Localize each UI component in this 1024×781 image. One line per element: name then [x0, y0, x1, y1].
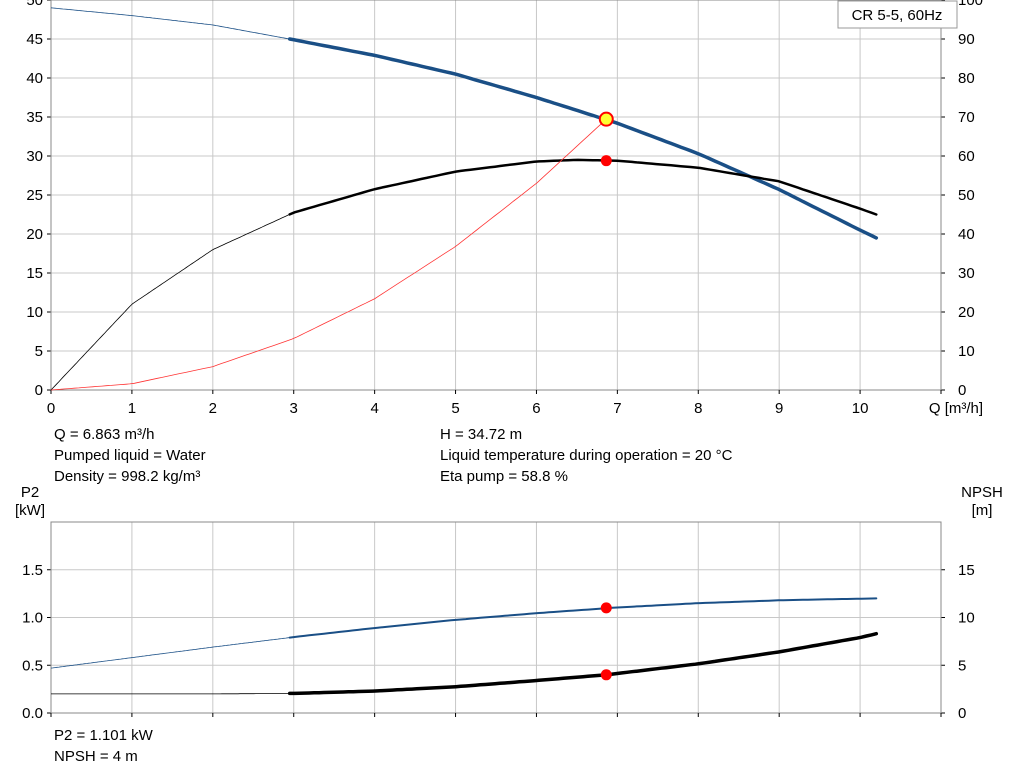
x-axis-label: Q [m³/h]	[929, 400, 983, 417]
y-axis-label: P2	[21, 484, 39, 501]
operating-point-marker	[600, 155, 612, 167]
pump-title-box	[837, 0, 958, 29]
y2-tick-label: 10	[958, 343, 975, 360]
npsh-curve-thin	[51, 693, 290, 695]
operating-point-marker	[600, 602, 612, 614]
y2-tick-label: 0	[958, 382, 966, 399]
y2-tick-label: 50	[958, 187, 975, 204]
y2-tick-label: 100	[958, 0, 983, 9]
x-tick-label: 5	[451, 400, 459, 417]
y-tick-label: 0	[35, 382, 43, 399]
system-curve	[50, 118, 607, 391]
x-tick-label: 9	[775, 400, 783, 417]
efficiency-curve-thin	[50, 214, 290, 391]
x-tick-label: 8	[694, 400, 702, 417]
y2-tick-label: 5	[958, 657, 966, 674]
y-tick-label: 50	[26, 0, 43, 9]
plot-frame	[50, 0, 942, 391]
x-tick-label: 3	[290, 400, 298, 417]
head-curve-thin	[50, 7, 290, 40]
y2-tick-label: 60	[958, 148, 975, 165]
y2-tick-label: 10	[958, 610, 975, 627]
density-readout: Density = 998.2 kg/m³	[54, 468, 201, 485]
y2-tick-label: 80	[958, 70, 975, 87]
y2-tick-label: 0	[958, 705, 966, 722]
y2-axis-unit-label: [m]	[972, 502, 993, 519]
y-tick-label: 1.5	[22, 562, 43, 579]
y-tick-label: 1.0	[22, 610, 43, 627]
power-curve-thin	[50, 637, 290, 669]
y2-tick-label: 30	[958, 265, 975, 282]
y2-tick-label: 70	[958, 109, 975, 126]
x-tick-label: 1	[128, 400, 136, 417]
x-tick-label: 2	[209, 400, 217, 417]
plot-frame	[50, 521, 942, 714]
power-readout: P2 = 1.101 kW	[54, 727, 153, 744]
y-axis-unit-label: [kW]	[15, 502, 45, 519]
pumped-liquid-readout: Pumped liquid = Water	[54, 447, 206, 464]
flow-rate-readout: Q = 6.863 m³/h	[54, 426, 155, 443]
y-tick-label: 35	[26, 109, 43, 126]
y-tick-label: 25	[26, 187, 43, 204]
power-curve	[288, 597, 878, 639]
efficiency-curve	[288, 158, 878, 216]
y-tick-label: 0.0	[22, 705, 43, 722]
y-tick-label: 0.5	[22, 657, 43, 674]
y-tick-label: 5	[35, 343, 43, 360]
liquid-temperature-readout: Liquid temperature during operation = 20…	[440, 447, 733, 464]
npsh-readout: NPSH = 4 m	[54, 748, 138, 765]
y-tick-label: 15	[26, 265, 43, 282]
operating-point-marker	[600, 669, 612, 681]
y-tick-label: 40	[26, 70, 43, 87]
y2-tick-label: 15	[958, 562, 975, 579]
y2-tick-label: 90	[958, 31, 975, 48]
y2-tick-label: 20	[958, 304, 975, 321]
x-tick-label: 6	[532, 400, 540, 417]
duty-point-marker	[598, 111, 614, 127]
x-tick-label: 10	[852, 400, 869, 417]
y2-tick-label: 40	[958, 226, 975, 243]
npsh-curve	[287, 631, 879, 696]
pump-efficiency-readout: Eta pump = 58.8 %	[440, 468, 568, 485]
y-tick-label: 30	[26, 148, 43, 165]
pump-title: CR 5-5, 60Hz	[852, 7, 943, 24]
y-tick-label: 10	[26, 304, 43, 321]
head-curve	[287, 37, 879, 240]
y-tick-label: 45	[26, 31, 43, 48]
y-tick-label: 20	[26, 226, 43, 243]
head-readout: H = 34.72 m	[440, 426, 523, 443]
x-tick-label: 0	[47, 400, 55, 417]
x-tick-label: 7	[613, 400, 621, 417]
y2-axis-label: NPSH	[961, 484, 1003, 501]
x-tick-label: 4	[370, 400, 378, 417]
